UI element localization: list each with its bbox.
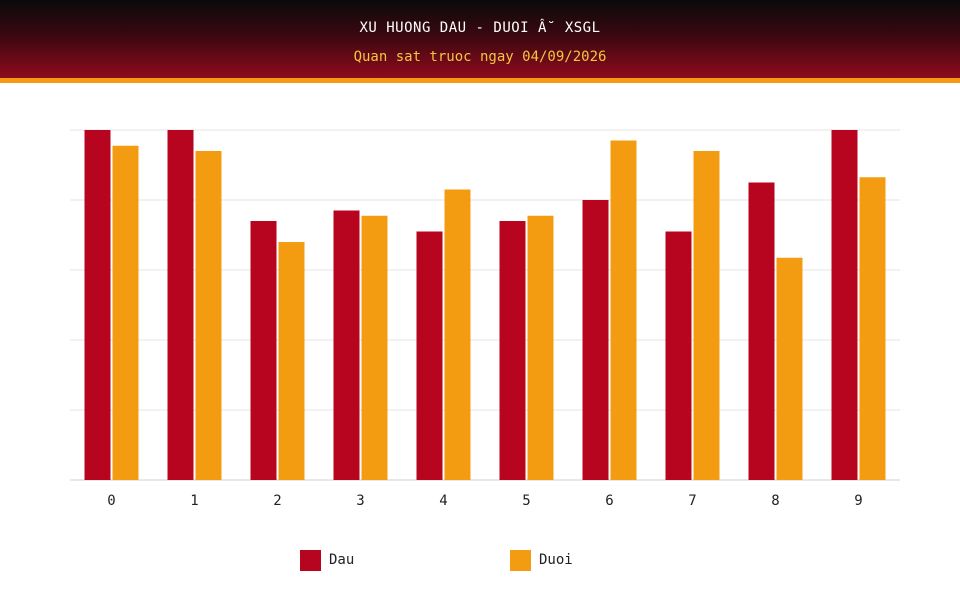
bar-dau-1 xyxy=(167,130,194,480)
bar-dau-8 xyxy=(748,182,775,480)
x-tick-label: 7 xyxy=(688,493,696,509)
bar-duoi-3 xyxy=(361,215,388,480)
x-tick-label: 9 xyxy=(854,493,862,509)
bar-dau-0 xyxy=(84,130,111,480)
x-tick-label: 5 xyxy=(522,493,530,509)
x-tick-label: 4 xyxy=(439,493,447,509)
bar-dau-5 xyxy=(499,221,526,480)
legend-label-dau: Dau xyxy=(329,552,355,568)
x-tick-label: 1 xyxy=(190,493,198,509)
bar-dau-7 xyxy=(665,231,692,480)
bar-dau-4 xyxy=(416,231,443,480)
x-tick-label: 8 xyxy=(771,493,779,509)
bar-dau-2 xyxy=(250,221,277,480)
bar-duoi-9 xyxy=(859,177,886,480)
bar-duoi-4 xyxy=(444,189,471,480)
chart-title: XU HUONG DAU - DUOI Â˘ XSGL xyxy=(359,20,601,36)
bar-dau-3 xyxy=(333,210,360,480)
bar-duoi-2 xyxy=(278,242,305,480)
bar-duoi-1 xyxy=(195,151,222,480)
bar-duoi-5 xyxy=(527,215,554,480)
x-tick-label: 2 xyxy=(273,493,281,509)
bar-dau-9 xyxy=(831,130,858,480)
bar-duoi-0 xyxy=(112,145,139,480)
legend-item-dau[interactable]: Dau xyxy=(300,549,354,571)
bar-duoi-7 xyxy=(693,151,720,480)
header-accent-stripe xyxy=(0,78,960,83)
bar-duoi-8 xyxy=(776,257,803,480)
x-tick-label: 6 xyxy=(605,493,613,509)
bar-duoi-6 xyxy=(610,140,637,480)
legend-swatch-duoi xyxy=(510,549,531,571)
legend-item-duoi[interactable]: Duoi xyxy=(510,549,573,571)
bar-dau-6 xyxy=(582,200,609,480)
legend-swatch-dau xyxy=(300,549,321,571)
x-tick-label: 3 xyxy=(356,493,364,509)
chart-subtitle: Quan sat truoc ngay 04/09/2026 xyxy=(353,49,607,65)
chart-header xyxy=(0,0,960,78)
x-tick-label: 0 xyxy=(107,493,115,509)
legend-label-duoi: Duoi xyxy=(539,552,573,568)
